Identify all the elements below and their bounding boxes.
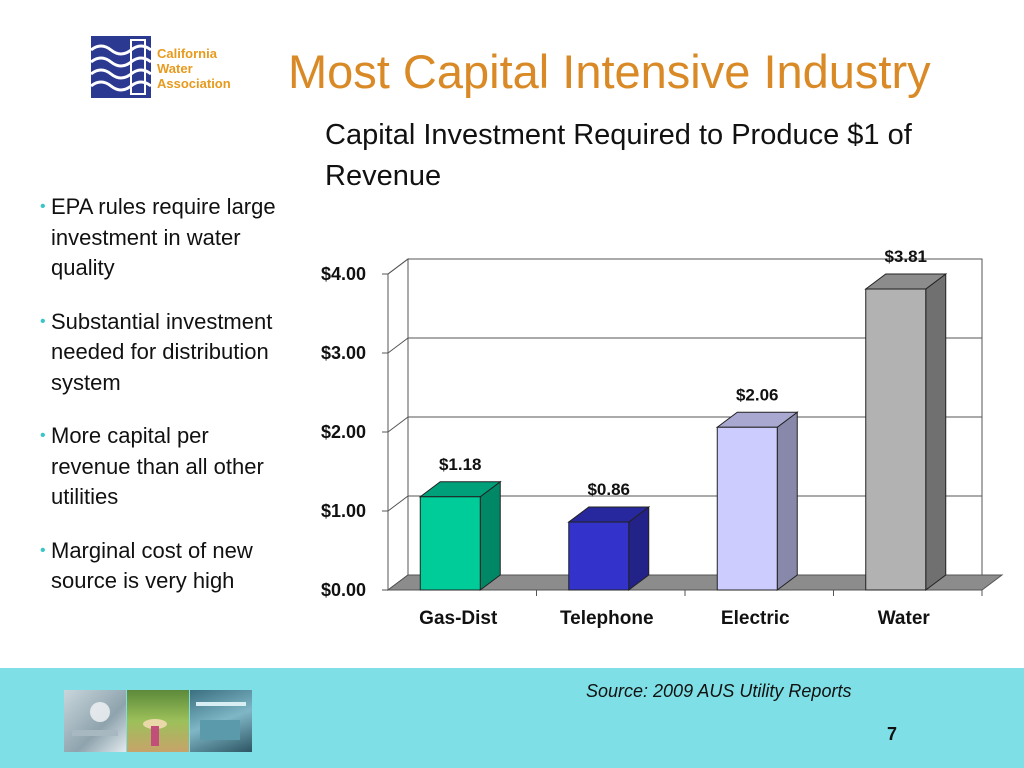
source-citation: Source: 2009 AUS Utility Reports xyxy=(586,681,852,701)
y-tick-label: $4.00 xyxy=(321,264,366,284)
bullet-dot-icon: • xyxy=(40,427,46,444)
x-category-label: Water xyxy=(878,608,931,629)
data-label: $0.86 xyxy=(587,480,630,499)
logo-line: California xyxy=(157,46,217,61)
chart-floor xyxy=(386,574,1004,591)
gridline xyxy=(387,337,982,354)
bar xyxy=(419,496,481,591)
bullet-item: • More capital per revenue than all other… xyxy=(40,421,290,513)
bullet-text: Marginal cost of new source is very high xyxy=(51,537,253,594)
logo-line: Water xyxy=(157,61,193,76)
x-category-label: Gas-Dist xyxy=(419,608,498,629)
photo-strip xyxy=(64,690,252,752)
bar xyxy=(716,426,778,591)
bullet-dot-icon: • xyxy=(40,541,46,559)
chart-title: Capital Investment Required to Produce $… xyxy=(325,119,912,192)
logo-line: Association xyxy=(157,76,231,91)
farm-worker-photo-icon xyxy=(127,690,189,752)
bar-side xyxy=(479,480,501,591)
water-waves-icon xyxy=(91,36,151,98)
gridline xyxy=(387,258,982,275)
bar-side xyxy=(925,273,947,591)
bullet-dot-icon: • xyxy=(40,312,46,330)
treatment-plant-photo-icon xyxy=(190,690,252,752)
faucet-photo-icon xyxy=(64,690,126,752)
bar xyxy=(568,521,630,591)
y-tick-label: $1.00 xyxy=(321,501,366,521)
california-water-association-logo: California Water Association xyxy=(91,36,251,100)
x-category-label: Telephone xyxy=(560,608,654,629)
logo-wordmark: California Water Association xyxy=(157,46,231,91)
data-label: $1.18 xyxy=(439,455,482,474)
bar-side xyxy=(776,411,798,591)
y-tick-label: $0.00 xyxy=(321,580,366,600)
bullet-dot-icon: • xyxy=(40,198,46,215)
slide-title: Most Capital Intensive Industry xyxy=(288,45,931,98)
bullet-list: • EPA rules require large investment in … xyxy=(40,192,290,620)
bullet-text: EPA rules require large investment in wa… xyxy=(51,194,276,280)
bar xyxy=(865,288,927,591)
y-tick-label: $3.00 xyxy=(321,343,366,363)
data-label: $3.81 xyxy=(884,247,927,266)
bullet-item: • EPA rules require large investment in … xyxy=(40,192,290,284)
bar-chart: $0.00 $1.00 $2.00 $3.00 $4.00 $1.18 Gas-Dist $0… xyxy=(321,247,1004,629)
data-label: $2.06 xyxy=(736,385,779,404)
bullet-item: • Marginal cost of new source is very hig… xyxy=(40,536,290,597)
page-number: 7 xyxy=(887,724,898,744)
bullet-item: • Substantial investment needed for distr… xyxy=(40,307,290,399)
bullet-text: More capital per revenue than all other … xyxy=(51,423,264,509)
bullet-text: Substantial investment needed for distri… xyxy=(51,308,273,395)
x-category-label: Electric xyxy=(721,608,790,629)
y-tick-label: $2.00 xyxy=(321,422,366,442)
